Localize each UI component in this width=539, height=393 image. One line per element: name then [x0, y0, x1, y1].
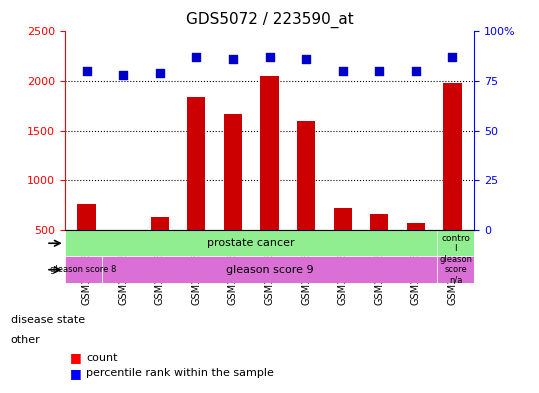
Point [265, 54, 274, 61]
Point [229, 56, 237, 62]
FancyBboxPatch shape [102, 257, 437, 283]
Point [338, 68, 347, 74]
Point [448, 54, 457, 61]
Bar [370, 214, 389, 280]
Point [155, 70, 164, 76]
Text: gleason
score
n/a: gleason score n/a [439, 255, 472, 285]
Text: other: other [11, 335, 40, 345]
Bar [224, 114, 242, 280]
Text: gleason score 9: gleason score 9 [226, 265, 313, 275]
FancyBboxPatch shape [65, 230, 437, 257]
Point [411, 68, 420, 74]
Text: contro
l: contro l [441, 233, 470, 253]
Bar [187, 97, 205, 280]
Bar [114, 230, 133, 280]
Text: percentile rank within the sample: percentile rank within the sample [86, 368, 274, 378]
Text: count: count [86, 353, 118, 363]
Bar [78, 204, 96, 280]
Bar [334, 208, 352, 280]
Text: gleason score 8: gleason score 8 [50, 265, 116, 274]
FancyBboxPatch shape [437, 230, 474, 257]
Bar [443, 83, 461, 280]
FancyBboxPatch shape [65, 257, 102, 283]
Point [302, 56, 310, 62]
Text: ■: ■ [70, 367, 82, 380]
Text: disease state: disease state [11, 315, 85, 325]
Text: prostate cancer: prostate cancer [207, 238, 295, 248]
Bar [150, 217, 169, 280]
Bar [406, 223, 425, 280]
Bar [297, 121, 315, 280]
Bar [260, 76, 279, 280]
Point [119, 72, 128, 78]
Point [192, 54, 201, 61]
Text: GDS5072 / 223590_at: GDS5072 / 223590_at [185, 12, 354, 28]
Point [375, 68, 384, 74]
FancyBboxPatch shape [437, 257, 474, 283]
Text: ■: ■ [70, 351, 82, 364]
Point [82, 68, 91, 74]
